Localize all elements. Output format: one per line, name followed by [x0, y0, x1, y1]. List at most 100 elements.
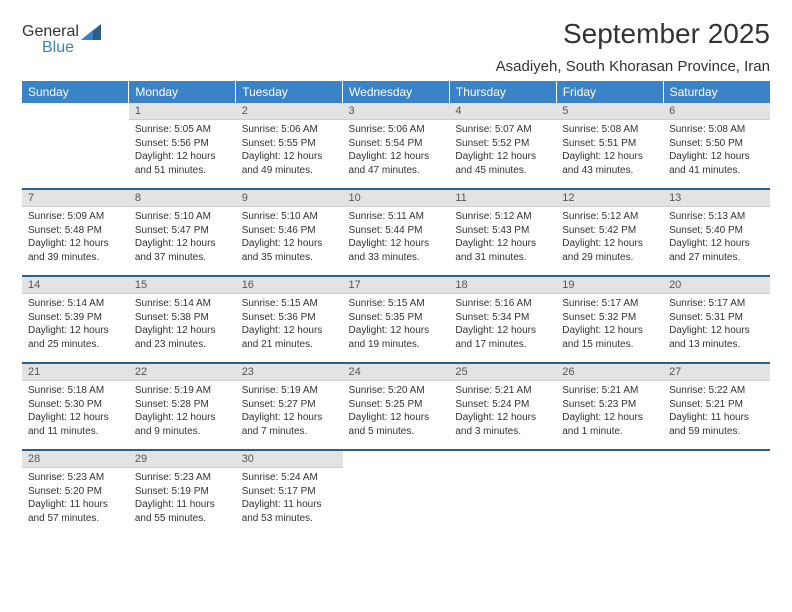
- day-details: Sunrise: 5:17 AMSunset: 5:31 PMDaylight:…: [663, 294, 770, 353]
- calendar-week: 7Sunrise: 5:09 AMSunset: 5:48 PMDaylight…: [22, 190, 770, 276]
- calendar-cell: 25Sunrise: 5:21 AMSunset: 5:24 PMDayligh…: [449, 364, 556, 450]
- calendar-cell: 20Sunrise: 5:17 AMSunset: 5:31 PMDayligh…: [663, 277, 770, 363]
- calendar-cell: 15Sunrise: 5:14 AMSunset: 5:38 PMDayligh…: [129, 277, 236, 363]
- brand-blue: Blue: [22, 40, 101, 56]
- day-number: 21: [22, 364, 129, 381]
- location-text: Asadiyeh, South Khorasan Province, Iran: [496, 58, 770, 75]
- calendar-cell: 14Sunrise: 5:14 AMSunset: 5:39 PMDayligh…: [22, 277, 129, 363]
- calendar-cell: 16Sunrise: 5:15 AMSunset: 5:36 PMDayligh…: [236, 277, 343, 363]
- calendar-page: General Blue September 2025 Asadiyeh, So…: [0, 0, 792, 537]
- day-details: Sunrise: 5:21 AMSunset: 5:23 PMDaylight:…: [556, 381, 663, 440]
- day-number: 2: [236, 103, 343, 120]
- day-details: Sunrise: 5:24 AMSunset: 5:17 PMDaylight:…: [236, 468, 343, 527]
- calendar-week: 1Sunrise: 5:05 AMSunset: 5:56 PMDaylight…: [22, 103, 770, 189]
- calendar-cell: 18Sunrise: 5:16 AMSunset: 5:34 PMDayligh…: [449, 277, 556, 363]
- calendar-cell: 19Sunrise: 5:17 AMSunset: 5:32 PMDayligh…: [556, 277, 663, 363]
- day-details: Sunrise: 5:13 AMSunset: 5:40 PMDaylight:…: [663, 207, 770, 266]
- day-details: Sunrise: 5:16 AMSunset: 5:34 PMDaylight:…: [449, 294, 556, 353]
- day-number: 8: [129, 190, 236, 207]
- calendar-cell: 11Sunrise: 5:12 AMSunset: 5:43 PMDayligh…: [449, 190, 556, 276]
- day-number: 3: [343, 103, 450, 120]
- day-details: Sunrise: 5:19 AMSunset: 5:27 PMDaylight:…: [236, 381, 343, 440]
- day-number: 18: [449, 277, 556, 294]
- calendar-head: SundayMondayTuesdayWednesdayThursdayFrid…: [22, 81, 770, 103]
- calendar-cell: 29Sunrise: 5:23 AMSunset: 5:19 PMDayligh…: [129, 451, 236, 537]
- day-header: Thursday: [449, 81, 556, 103]
- month-title: September 2025: [496, 18, 770, 50]
- title-block: September 2025 Asadiyeh, South Khorasan …: [496, 18, 770, 75]
- calendar-cell: 3Sunrise: 5:06 AMSunset: 5:54 PMDaylight…: [343, 103, 450, 189]
- day-number: 20: [663, 277, 770, 294]
- calendar-cell: 12Sunrise: 5:12 AMSunset: 5:42 PMDayligh…: [556, 190, 663, 276]
- calendar-cell: 30Sunrise: 5:24 AMSunset: 5:17 PMDayligh…: [236, 451, 343, 537]
- day-number: 24: [343, 364, 450, 381]
- day-number: 4: [449, 103, 556, 120]
- calendar-cell: [556, 451, 663, 537]
- day-details: Sunrise: 5:15 AMSunset: 5:35 PMDaylight:…: [343, 294, 450, 353]
- day-details: Sunrise: 5:10 AMSunset: 5:46 PMDaylight:…: [236, 207, 343, 266]
- day-header: Tuesday: [236, 81, 343, 103]
- day-number: 9: [236, 190, 343, 207]
- calendar-cell: 13Sunrise: 5:13 AMSunset: 5:40 PMDayligh…: [663, 190, 770, 276]
- day-details: Sunrise: 5:10 AMSunset: 5:47 PMDaylight:…: [129, 207, 236, 266]
- day-details: Sunrise: 5:12 AMSunset: 5:43 PMDaylight:…: [449, 207, 556, 266]
- day-number: 16: [236, 277, 343, 294]
- day-number: 11: [449, 190, 556, 207]
- day-number: 12: [556, 190, 663, 207]
- day-number: 6: [663, 103, 770, 120]
- calendar-cell: 23Sunrise: 5:19 AMSunset: 5:27 PMDayligh…: [236, 364, 343, 450]
- day-number: 14: [22, 277, 129, 294]
- day-number: 28: [22, 451, 129, 468]
- day-details: Sunrise: 5:08 AMSunset: 5:51 PMDaylight:…: [556, 120, 663, 179]
- calendar-body: 1Sunrise: 5:05 AMSunset: 5:56 PMDaylight…: [22, 103, 770, 537]
- day-number: 19: [556, 277, 663, 294]
- day-header: Monday: [129, 81, 236, 103]
- day-header: Sunday: [22, 81, 129, 103]
- calendar-week: 28Sunrise: 5:23 AMSunset: 5:20 PMDayligh…: [22, 451, 770, 537]
- calendar-cell: 1Sunrise: 5:05 AMSunset: 5:56 PMDaylight…: [129, 103, 236, 189]
- day-header-row: SundayMondayTuesdayWednesdayThursdayFrid…: [22, 81, 770, 103]
- day-number: 13: [663, 190, 770, 207]
- day-header: Friday: [556, 81, 663, 103]
- calendar-cell: 2Sunrise: 5:06 AMSunset: 5:55 PMDaylight…: [236, 103, 343, 189]
- day-details: Sunrise: 5:18 AMSunset: 5:30 PMDaylight:…: [22, 381, 129, 440]
- day-details: Sunrise: 5:09 AMSunset: 5:48 PMDaylight:…: [22, 207, 129, 266]
- calendar-week: 14Sunrise: 5:14 AMSunset: 5:39 PMDayligh…: [22, 277, 770, 363]
- calendar-cell: [449, 451, 556, 537]
- calendar-week: 21Sunrise: 5:18 AMSunset: 5:30 PMDayligh…: [22, 364, 770, 450]
- brand-triangle-icon: [81, 24, 101, 40]
- day-details: Sunrise: 5:14 AMSunset: 5:39 PMDaylight:…: [22, 294, 129, 353]
- day-details: Sunrise: 5:17 AMSunset: 5:32 PMDaylight:…: [556, 294, 663, 353]
- day-number: 23: [236, 364, 343, 381]
- day-details: Sunrise: 5:22 AMSunset: 5:21 PMDaylight:…: [663, 381, 770, 440]
- day-number: 1: [129, 103, 236, 120]
- day-header: Saturday: [663, 81, 770, 103]
- calendar-cell: 22Sunrise: 5:19 AMSunset: 5:28 PMDayligh…: [129, 364, 236, 450]
- day-number: 26: [556, 364, 663, 381]
- day-details: Sunrise: 5:05 AMSunset: 5:56 PMDaylight:…: [129, 120, 236, 179]
- day-number: 10: [343, 190, 450, 207]
- day-details: Sunrise: 5:23 AMSunset: 5:20 PMDaylight:…: [22, 468, 129, 527]
- calendar-cell: 27Sunrise: 5:22 AMSunset: 5:21 PMDayligh…: [663, 364, 770, 450]
- day-details: Sunrise: 5:12 AMSunset: 5:42 PMDaylight:…: [556, 207, 663, 266]
- calendar-cell: 17Sunrise: 5:15 AMSunset: 5:35 PMDayligh…: [343, 277, 450, 363]
- calendar-cell: 24Sunrise: 5:20 AMSunset: 5:25 PMDayligh…: [343, 364, 450, 450]
- calendar-cell: [343, 451, 450, 537]
- calendar-cell: [22, 103, 129, 189]
- day-number: 25: [449, 364, 556, 381]
- day-details: Sunrise: 5:19 AMSunset: 5:28 PMDaylight:…: [129, 381, 236, 440]
- day-details: Sunrise: 5:06 AMSunset: 5:55 PMDaylight:…: [236, 120, 343, 179]
- calendar-cell: 5Sunrise: 5:08 AMSunset: 5:51 PMDaylight…: [556, 103, 663, 189]
- day-number: 29: [129, 451, 236, 468]
- day-details: Sunrise: 5:11 AMSunset: 5:44 PMDaylight:…: [343, 207, 450, 266]
- calendar-cell: 10Sunrise: 5:11 AMSunset: 5:44 PMDayligh…: [343, 190, 450, 276]
- calendar-cell: 8Sunrise: 5:10 AMSunset: 5:47 PMDaylight…: [129, 190, 236, 276]
- calendar-cell: 4Sunrise: 5:07 AMSunset: 5:52 PMDaylight…: [449, 103, 556, 189]
- day-number: 17: [343, 277, 450, 294]
- day-number: 27: [663, 364, 770, 381]
- calendar-cell: 21Sunrise: 5:18 AMSunset: 5:30 PMDayligh…: [22, 364, 129, 450]
- day-details: Sunrise: 5:20 AMSunset: 5:25 PMDaylight:…: [343, 381, 450, 440]
- calendar-table: SundayMondayTuesdayWednesdayThursdayFrid…: [22, 81, 770, 537]
- calendar-cell: [663, 451, 770, 537]
- day-details: Sunrise: 5:14 AMSunset: 5:38 PMDaylight:…: [129, 294, 236, 353]
